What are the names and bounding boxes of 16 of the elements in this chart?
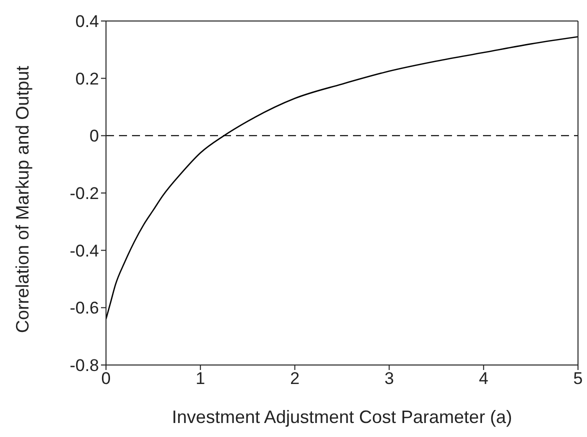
x-tick-label: 2 — [290, 369, 300, 388]
x-tick-label: 0 — [101, 369, 111, 388]
x-tick-label: 1 — [196, 369, 206, 388]
x-tick-label: 3 — [384, 369, 394, 388]
y-tick-label: 0.2 — [75, 69, 99, 88]
y-tick-label: -0.8 — [70, 356, 99, 376]
x-tick-label: 5 — [573, 369, 583, 388]
y-tick-label: -0.6 — [70, 298, 99, 318]
y-tick-label: -0.4 — [70, 241, 99, 260]
y-tick-label: -0.2 — [70, 184, 99, 204]
y-axis-title: Correlation of Markup and Output — [12, 66, 32, 333]
x-tick-label: 4 — [478, 369, 488, 388]
line-series — [106, 36, 578, 320]
y-tick-label: 0.4 — [75, 12, 99, 32]
y-tick-label: 0 — [90, 126, 99, 146]
x-axis-title: Investment Adjustment Cost Parameter (a) — [172, 407, 512, 427]
